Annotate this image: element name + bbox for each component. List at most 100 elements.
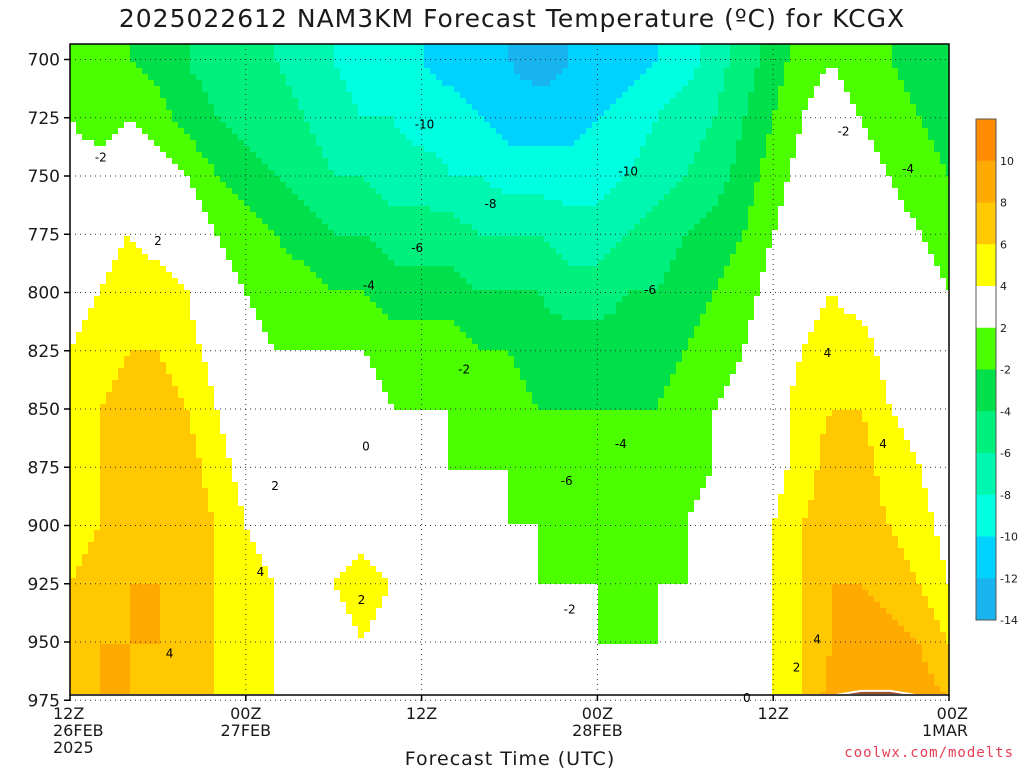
temperature-cell: [718, 170, 725, 177]
temperature-cell: [664, 182, 671, 189]
temperature-cell: [820, 236, 827, 243]
temperature-cell: [616, 50, 623, 57]
temperature-cell: [268, 236, 275, 243]
temperature-cell: [82, 224, 89, 231]
temperature-cell: [400, 104, 407, 111]
temperature-cell: [76, 74, 83, 81]
temperature-cell: [694, 50, 701, 57]
temperature-cell: [892, 146, 899, 153]
temperature-cell: [322, 134, 329, 141]
temperature-cell: [400, 44, 407, 51]
temperature-cell: [226, 92, 233, 99]
temperature-cell: [190, 74, 197, 81]
temperature-cell: [886, 242, 893, 249]
temperature-cell: [226, 44, 233, 51]
temperature-cell: [88, 146, 95, 153]
temperature-cell: [328, 140, 335, 147]
temperature-cell: [304, 152, 311, 159]
temperature-cell: [490, 122, 497, 129]
temperature-cell: [826, 188, 833, 195]
temperature-cell: [574, 62, 581, 69]
temperature-cell: [616, 134, 623, 141]
temperature-cell: [430, 218, 437, 225]
temperature-cell: [934, 122, 941, 129]
temperature-cell: [532, 62, 539, 69]
temperature-cell: [550, 236, 557, 243]
temperature-cell: [832, 206, 839, 213]
temperature-cell: [862, 200, 869, 207]
temperature-cell: [520, 164, 527, 171]
temperature-cell: [628, 68, 635, 75]
temperature-cell: [616, 194, 623, 201]
temperature-cell: [850, 224, 857, 231]
temperature-cell: [844, 236, 851, 243]
temperature-cell: [880, 218, 887, 225]
temperature-cell: [934, 152, 941, 159]
temperature-cell: [286, 98, 293, 105]
temperature-cell: [238, 176, 245, 183]
temperature-cell: [172, 116, 179, 123]
temperature-cell: [580, 74, 587, 81]
temperature-cell: [364, 242, 371, 249]
temperature-cell: [460, 56, 467, 63]
temperature-cell: [256, 44, 263, 51]
temperature-cell: [406, 218, 413, 225]
temperature-cell: [526, 92, 533, 99]
temperature-cell: [826, 206, 833, 213]
temperature-cell: [322, 86, 329, 93]
temperature-cell: [844, 134, 851, 141]
temperature-cell: [376, 140, 383, 147]
temperature-cell: [754, 74, 761, 81]
temperature-cell: [70, 152, 77, 159]
temperature-cell: [436, 44, 443, 51]
temperature-cell: [202, 50, 209, 57]
temperature-cell: [292, 230, 299, 237]
temperature-cell: [580, 188, 587, 195]
temperature-cell: [112, 128, 119, 135]
temperature-cell: [472, 194, 479, 201]
temperature-cell: [298, 86, 305, 93]
temperature-cell: [310, 212, 317, 219]
temperature-cell: [826, 56, 833, 63]
temperature-cell: [700, 98, 707, 105]
temperature-cell: [802, 158, 809, 165]
temperature-cell: [490, 68, 497, 75]
temperature-cell: [430, 206, 437, 213]
temperature-cell: [880, 194, 887, 201]
temperature-cell: [688, 158, 695, 165]
temperature-cell: [688, 164, 695, 171]
temperature-cell: [154, 92, 161, 99]
temperature-cell: [922, 242, 929, 249]
temperature-cell: [916, 170, 923, 177]
temperature-cell: [160, 176, 167, 183]
temperature-cell: [568, 86, 575, 93]
temperature-cell: [706, 134, 713, 141]
temperature-cell: [100, 56, 107, 63]
temperature-cell: [850, 206, 857, 213]
temperature-cell: [430, 86, 437, 93]
temperature-cell: [106, 62, 113, 69]
temperature-cell: [484, 44, 491, 51]
temperature-cell: [832, 44, 839, 51]
temperature-cell: [478, 182, 485, 189]
temperature-cell: [358, 68, 365, 75]
temperature-cell: [268, 200, 275, 207]
temperature-cell: [670, 194, 677, 201]
temperature-cell: [808, 242, 815, 249]
temperature-cell: [676, 236, 683, 243]
temperature-cell: [346, 98, 353, 105]
temperature-cell: [214, 86, 221, 93]
temperature-cell: [298, 170, 305, 177]
temperature-cell: [664, 218, 671, 225]
temperature-cell: [742, 206, 749, 213]
temperature-cell: [760, 50, 767, 57]
temperature-cell: [394, 86, 401, 93]
temperature-cell: [190, 98, 197, 105]
temperature-cell: [718, 110, 725, 117]
temperature-cell: [370, 236, 377, 243]
temperature-cell: [460, 218, 467, 225]
temperature-cell: [562, 182, 569, 189]
temperature-cell: [154, 212, 161, 219]
temperature-cell: [538, 56, 545, 63]
temperature-cell: [274, 212, 281, 219]
